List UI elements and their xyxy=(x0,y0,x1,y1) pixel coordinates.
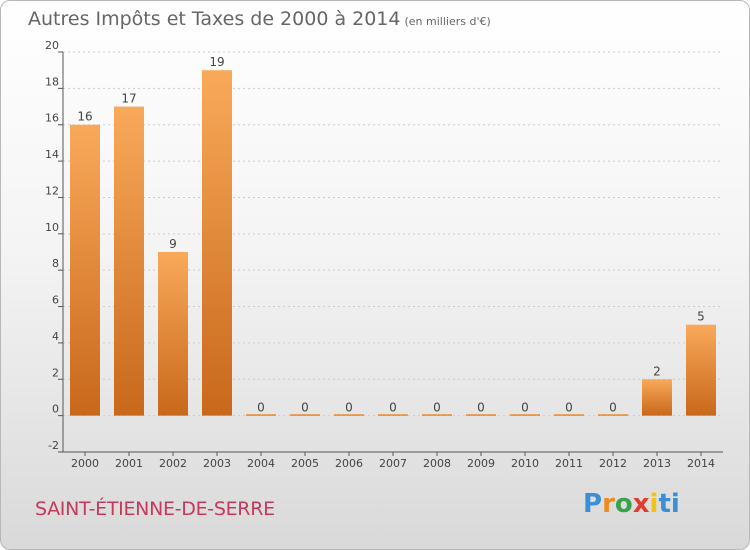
y-tick-label: 14 xyxy=(45,148,59,161)
bar-2006 xyxy=(334,414,364,416)
data-label: 0 xyxy=(257,401,265,415)
logo-letter: t xyxy=(658,489,671,519)
data-label: 9 xyxy=(169,237,177,251)
data-label: 0 xyxy=(389,401,397,415)
data-label: 0 xyxy=(301,401,309,415)
x-tick-label: 2010 xyxy=(511,457,539,470)
chart-title: Autres Impôts et Taxes de 2000 à 2014 (en… xyxy=(28,8,491,30)
bar-2007 xyxy=(378,414,408,416)
logo-letter: r xyxy=(602,489,615,519)
chart-subtitle: (en milliers d'€) xyxy=(404,15,491,28)
data-label: 0 xyxy=(433,401,441,415)
proxiti-logo: Proxiti xyxy=(583,489,680,519)
bar-2011 xyxy=(554,414,584,416)
x-tick-label: 2000 xyxy=(71,457,99,470)
data-label: 0 xyxy=(521,401,529,415)
bar-2012 xyxy=(598,414,628,416)
y-tick-label: 0 xyxy=(52,403,59,416)
x-tick-label: 2008 xyxy=(423,457,451,470)
data-label: 0 xyxy=(609,401,617,415)
bar-2010 xyxy=(510,414,540,416)
y-tick-label: 16 xyxy=(45,112,59,125)
y-tick-label: 18 xyxy=(45,75,59,88)
data-labels: 16 17 9 19 0 0 0 0 0 0 0 0 0 2 5 xyxy=(77,55,704,414)
data-label: 2 xyxy=(653,364,661,378)
bar-2008 xyxy=(422,414,452,416)
y-tick-label: 8 xyxy=(52,257,59,270)
y-tick-label: 4 xyxy=(52,330,59,343)
x-tick-label: 2009 xyxy=(467,457,495,470)
y-tick-label: 20 xyxy=(45,39,59,52)
data-label: 19 xyxy=(209,55,224,69)
data-label: 5 xyxy=(697,310,705,324)
x-tick-label: 2007 xyxy=(379,457,407,470)
bar-2013 xyxy=(642,379,672,416)
x-tick-label: 2001 xyxy=(115,457,143,470)
x-tick-label: 2011 xyxy=(555,457,583,470)
bar-2002 xyxy=(158,252,188,416)
bar-2004 xyxy=(246,414,276,416)
y-tick-label: 2 xyxy=(52,366,59,379)
y-tick-label: 6 xyxy=(52,294,59,307)
bar-2009 xyxy=(466,414,496,416)
commune-name: SAINT-ÉTIENNE-DE-SERRE xyxy=(35,498,275,520)
bar-2001 xyxy=(114,106,144,416)
x-tick-label: 2012 xyxy=(599,457,627,470)
bar-2003 xyxy=(202,70,232,416)
x-tick-label: 2006 xyxy=(335,457,363,470)
x-tick-label: 2005 xyxy=(291,457,319,470)
bar-2000 xyxy=(70,124,100,416)
logo-letter: o xyxy=(614,489,633,519)
x-tick-label: 2003 xyxy=(203,457,231,470)
data-label: 0 xyxy=(345,401,353,415)
x-tick-label: 2014 xyxy=(687,457,715,470)
y-tick-label: -2 xyxy=(48,439,59,452)
data-label: 16 xyxy=(77,110,92,124)
x-tick-label: 2002 xyxy=(159,457,187,470)
x-tick-label: 2004 xyxy=(247,457,275,470)
y-tick-label: 10 xyxy=(45,221,59,234)
logo-letter: x xyxy=(632,489,650,519)
logo-letter: P xyxy=(583,489,603,519)
y-tick-label: 12 xyxy=(45,184,59,197)
data-label: 0 xyxy=(477,401,485,415)
logo-letter: i xyxy=(670,489,680,519)
logo-letter: i xyxy=(649,489,659,519)
data-label: 17 xyxy=(121,92,136,106)
bars xyxy=(70,70,716,416)
chart-title-text: Autres Impôts et Taxes de 2000 à 2014 xyxy=(28,8,401,30)
data-label: 0 xyxy=(565,401,573,415)
bar-2005 xyxy=(290,414,320,416)
bar-2014 xyxy=(686,324,716,416)
x-tick-label: 2013 xyxy=(643,457,671,470)
